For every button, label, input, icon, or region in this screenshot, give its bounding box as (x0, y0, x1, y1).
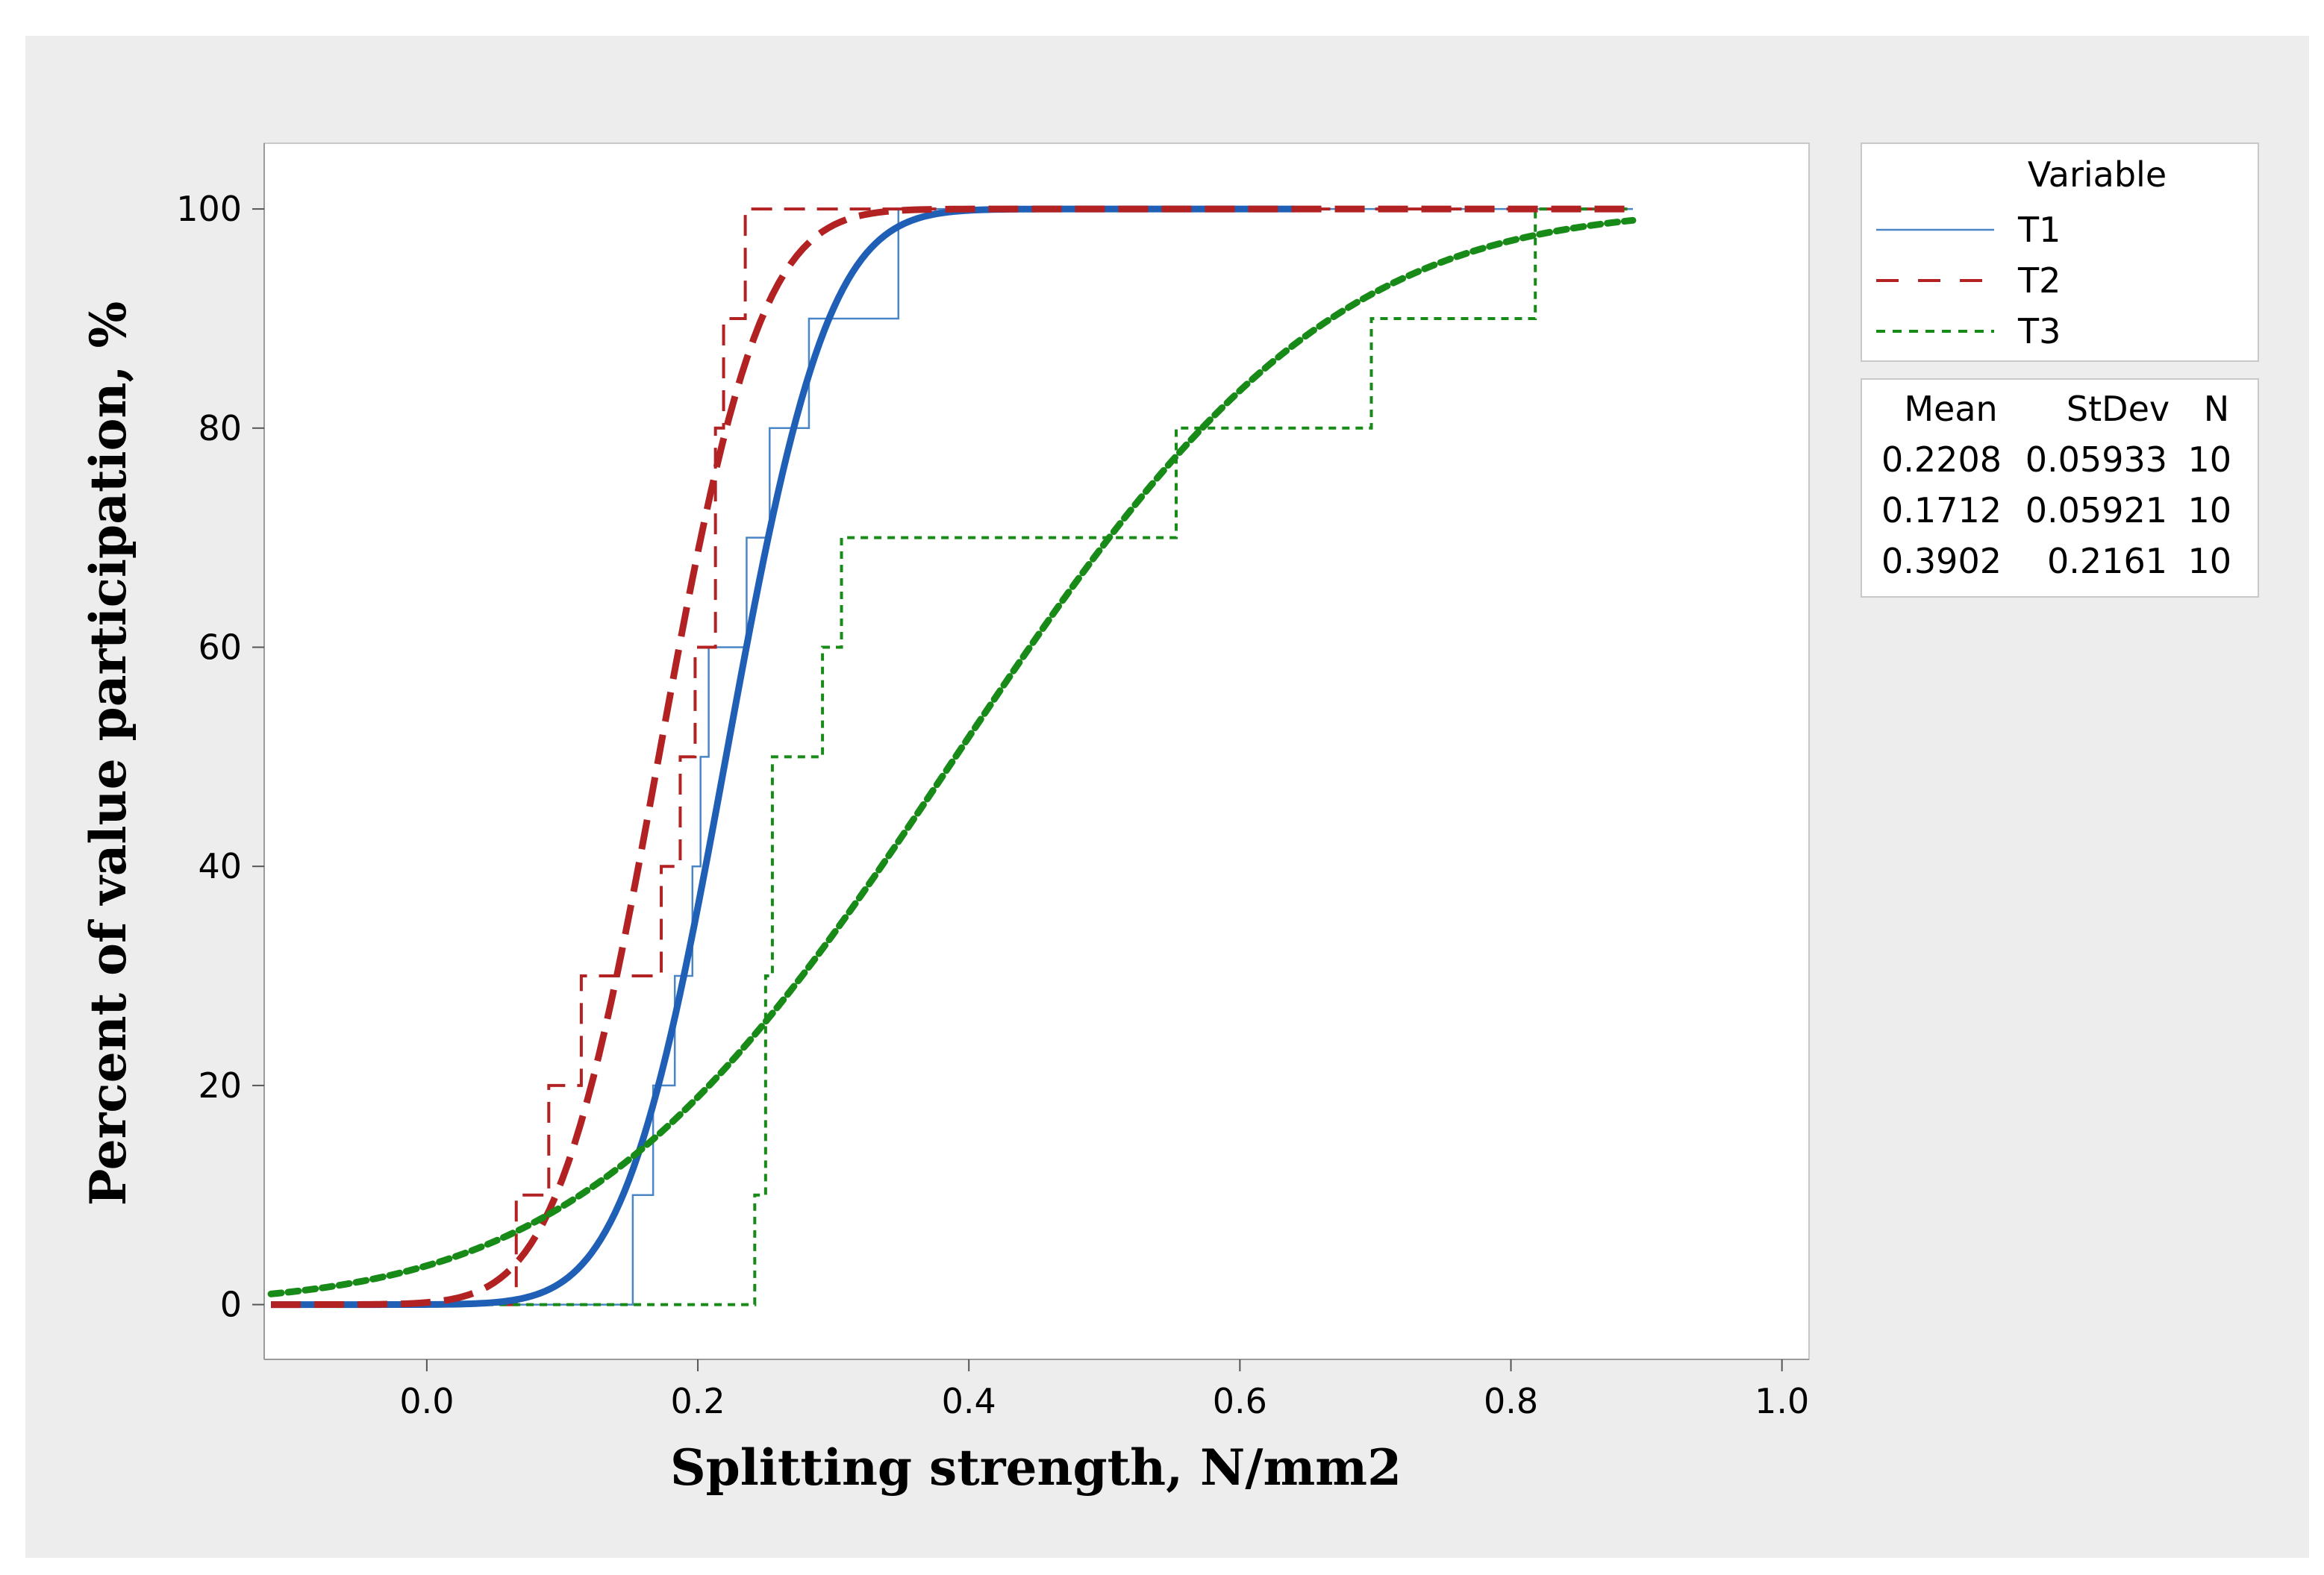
y-axis-label: Percent of value participation, % (79, 301, 137, 1206)
x-tick-label: 0.2 (670, 1381, 725, 1421)
stats-header: Mean (1904, 389, 1997, 429)
y-tick-label: 0 (220, 1285, 242, 1325)
stats-cell: 10 (2187, 490, 2231, 530)
legend-entries: T1 T2 T3 (1876, 210, 2061, 351)
stats-cell: 0.2161 (2047, 541, 2167, 581)
stats-header: StDev (2067, 389, 2170, 429)
legend-label-t1: T1 (2017, 210, 2061, 250)
stats-header: N (2204, 389, 2229, 429)
y-axis-ticks: 0 20 40 60 80 100 (176, 189, 264, 1325)
x-axis-label: Splitting strength, N/mm2 (670, 1438, 1402, 1497)
ecdf-step-t2 (271, 207, 1633, 1306)
legend: Variable T1 T2 T3 (1861, 143, 2259, 362)
y-tick-label: 60 (198, 627, 242, 667)
fit-curve-t3 (267, 216, 1637, 1297)
y-tick-label: 100 (176, 189, 242, 229)
stats-cell: 0.05921 (2025, 490, 2167, 530)
stats-cell: 0.2208 (1881, 439, 2002, 480)
fit-layer (267, 205, 1637, 1309)
y-tick-label: 80 (198, 408, 242, 448)
stats-cell: 10 (2187, 541, 2231, 581)
stats-table: Mean StDev N 0.2208 0.05933 10 0.1712 0.05921 10… (1861, 378, 2259, 598)
ecdf-step-t3 (271, 207, 1633, 1306)
x-tick-label: 1.0 (1755, 1381, 1809, 1421)
legend-label-t2: T2 (2017, 260, 2061, 301)
stats-cell: 0.3902 (1881, 541, 2002, 581)
stats-cell: 0.1712 (1881, 490, 2002, 530)
y-tick-label: 20 (198, 1065, 242, 1106)
stats-table-box (1861, 378, 2259, 598)
legend-box (1861, 143, 2259, 362)
x-tick-label: 0.0 (399, 1381, 454, 1421)
stats-cell: 0.05933 (2025, 439, 2167, 480)
legend-title: Variable (2028, 154, 2167, 195)
legend-label-t3: T3 (2017, 311, 2061, 351)
x-axis-ticks: 0.0 0.2 0.4 0.6 0.8 1.0 (399, 1359, 1809, 1421)
x-tick-label: 0.4 (942, 1381, 996, 1421)
y-tick-label: 40 (198, 846, 242, 886)
x-tick-label: 0.8 (1484, 1381, 1538, 1421)
stats-table-cells: Mean StDev N 0.2208 0.05933 10 0.1712 0.05921 10… (1881, 389, 2231, 581)
plot-area (263, 143, 1810, 1360)
fit-curve-t2 (271, 205, 1633, 1309)
x-tick-label: 0.6 (1213, 1381, 1267, 1421)
stats-cell: 10 (2187, 439, 2231, 480)
